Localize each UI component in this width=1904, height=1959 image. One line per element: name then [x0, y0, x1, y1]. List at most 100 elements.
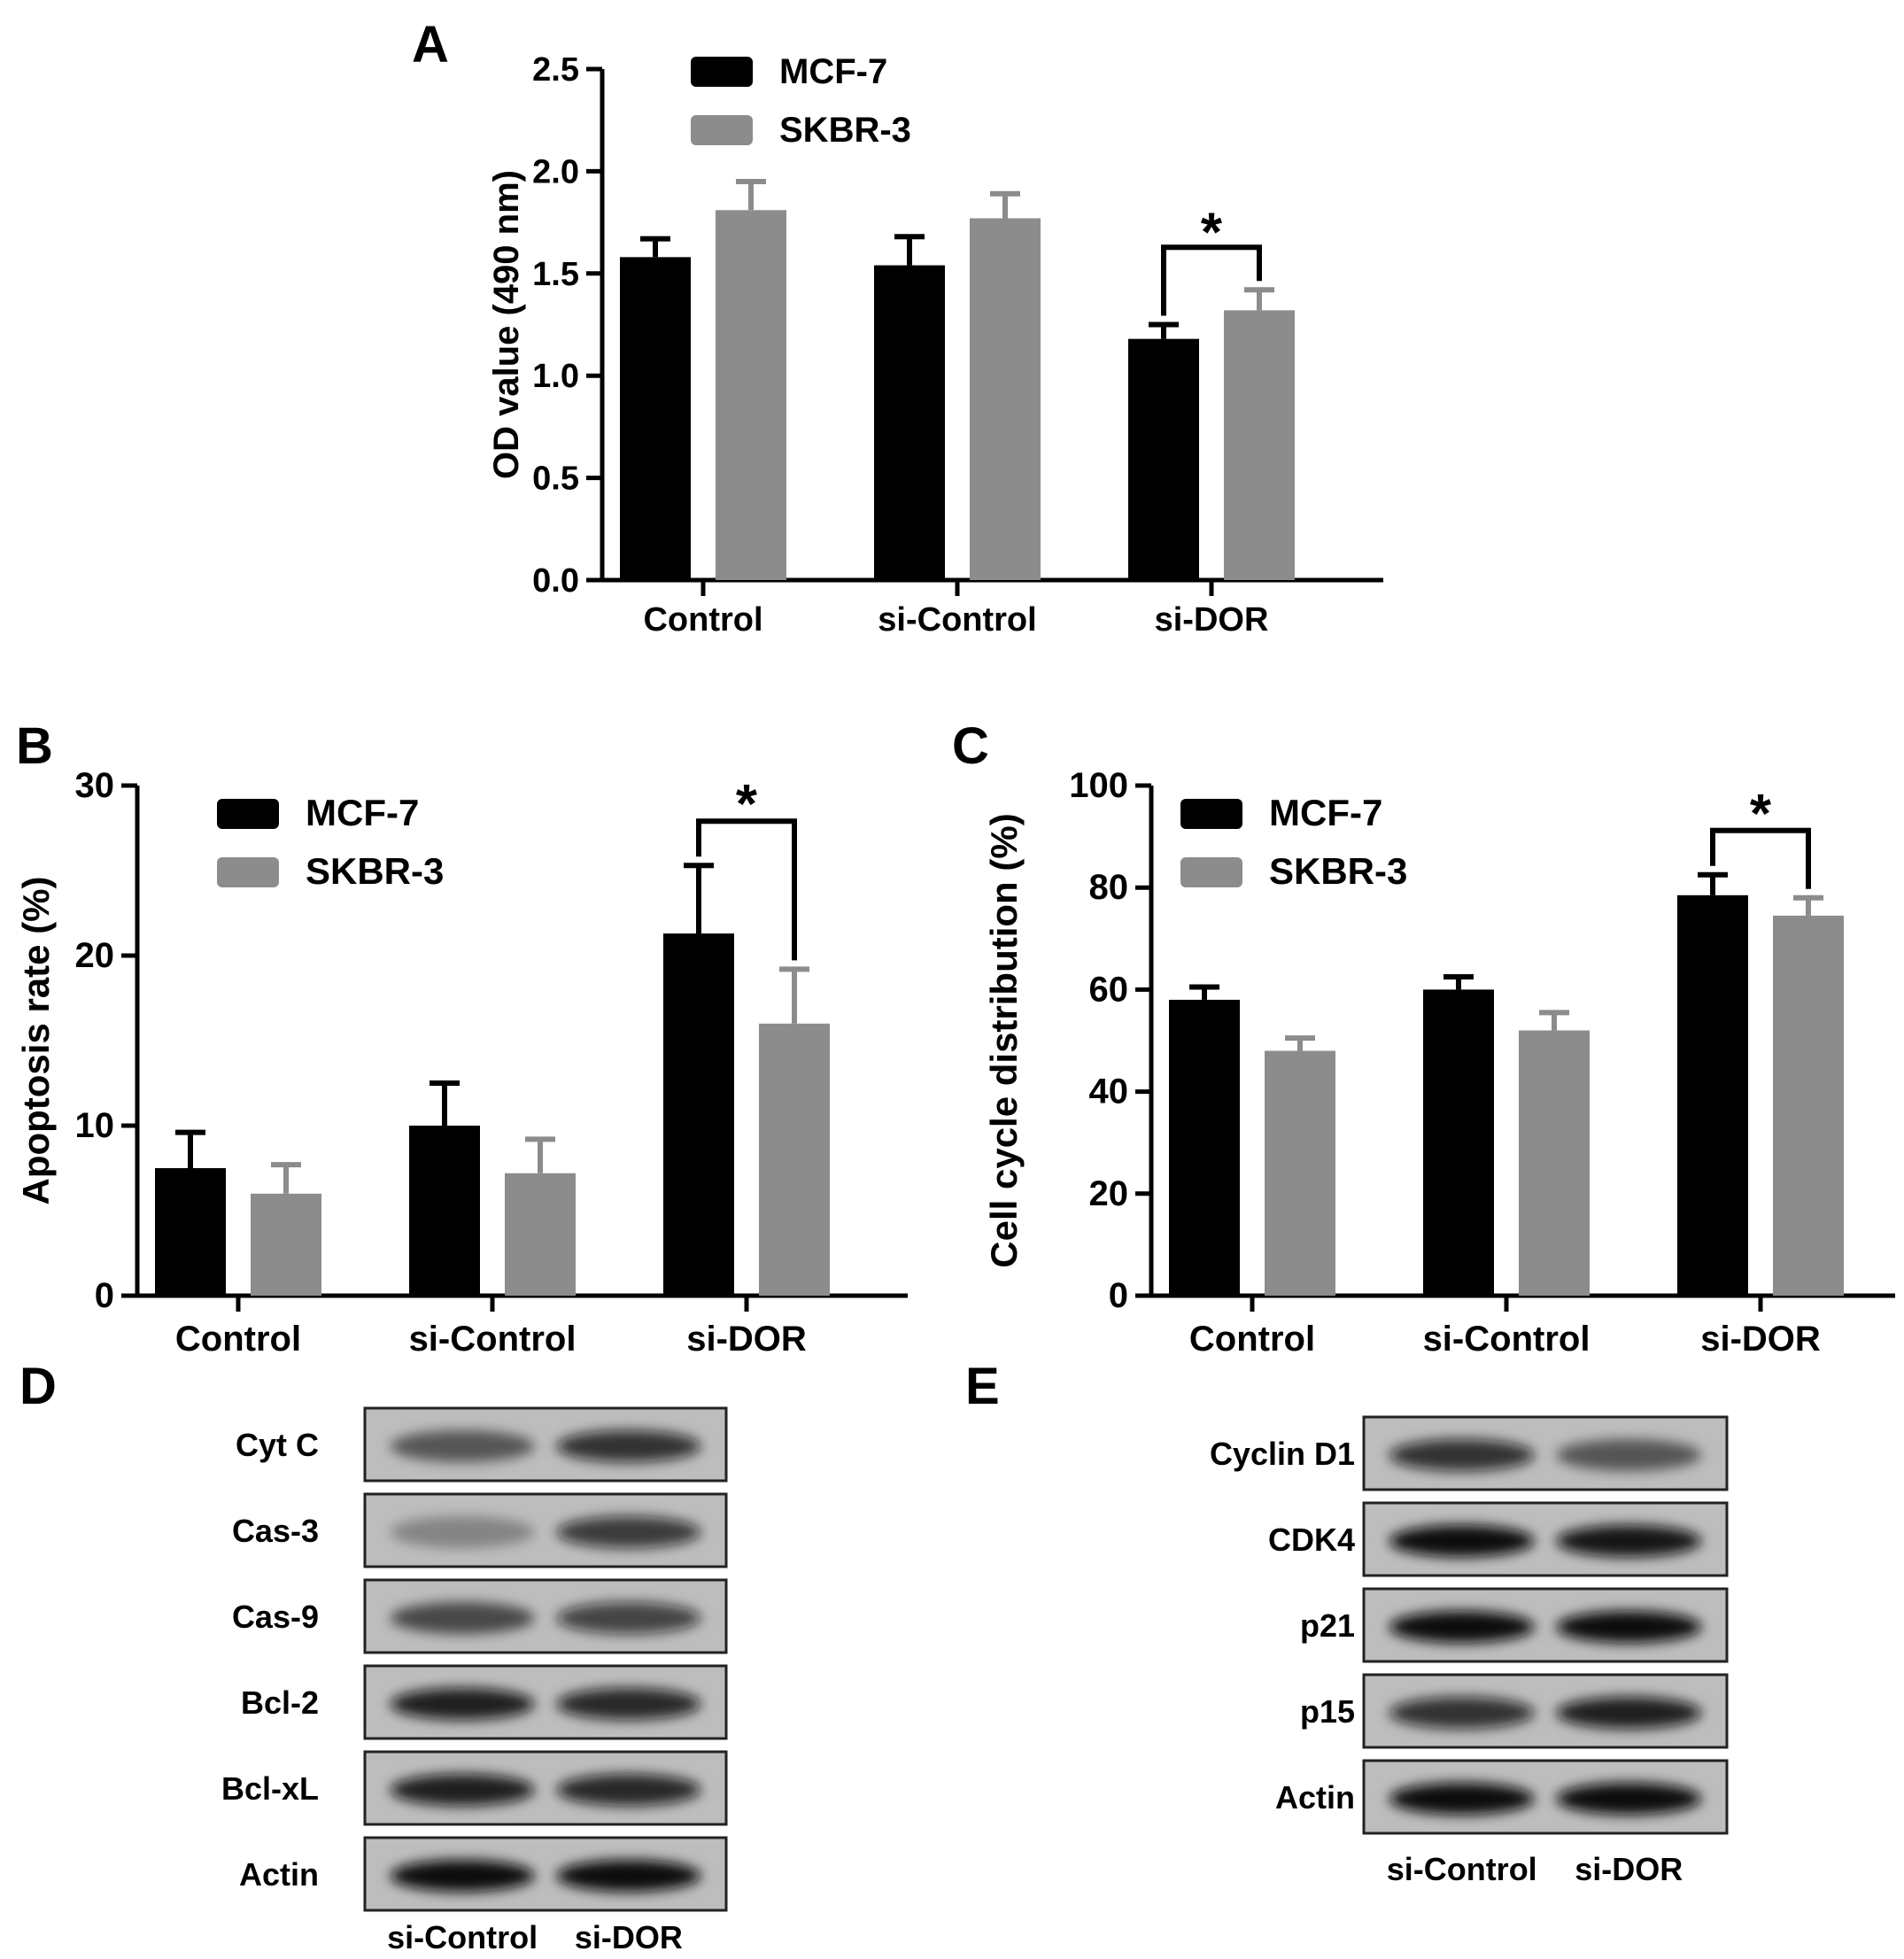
- y-tick-label: 2.5: [532, 51, 579, 89]
- y-axis-label: Apoptosis rate (%): [15, 876, 57, 1204]
- y-tick-label: 40: [1089, 1072, 1129, 1111]
- bar-mcf-7-control: [1169, 999, 1240, 1296]
- legend-label-mcf-7: MCF-7: [1269, 792, 1382, 833]
- significance-bracket: [1161, 244, 1262, 316]
- blot-band: [556, 1601, 701, 1635]
- y-tick-label: 0: [1109, 1276, 1128, 1315]
- legend-swatch-mcf-7: [1180, 799, 1242, 829]
- legend-swatch-skbr-3: [691, 115, 753, 145]
- blot-row-label: Cyclin D1: [1210, 1436, 1355, 1472]
- blot-band: [556, 1515, 701, 1549]
- blot-row-label: Actin: [239, 1856, 319, 1893]
- blot-lane-label: si-DOR: [575, 1919, 683, 1955]
- bar-skbr-3-si-dor: [759, 1023, 830, 1296]
- blot-band: [390, 1429, 535, 1463]
- blot-band: [1556, 1782, 1702, 1816]
- blot-band: [556, 1687, 701, 1721]
- bar-skbr-3-si-control: [970, 218, 1041, 580]
- x-tick-label: si-DOR: [1700, 1320, 1821, 1359]
- legend-swatch-mcf-7: [691, 57, 753, 87]
- blot-band: [1389, 1438, 1535, 1472]
- significance-star: *: [1750, 784, 1772, 845]
- bar-mcf-7-si-dor: [663, 933, 734, 1296]
- chart-b: 0 10 20 30 Apoptosis rate (%) Control si-Contr…: [15, 766, 908, 1359]
- y-tick-label: 10: [75, 1106, 115, 1145]
- bar-skbr-3-control: [716, 210, 786, 580]
- bar-mcf-7-si-control: [409, 1126, 480, 1296]
- blot-row-label: Bcl-2: [241, 1684, 319, 1721]
- blot-band: [1556, 1438, 1702, 1472]
- blot-band: [390, 1601, 535, 1635]
- x-tick-label: si-Control: [1423, 1320, 1591, 1359]
- legend-label-skbr-3: SKBR-3: [779, 111, 911, 150]
- panel-letter-a: A: [412, 16, 449, 74]
- significance-star: *: [1201, 202, 1223, 263]
- x-tick-label: Control: [1189, 1320, 1315, 1359]
- blot-band: [390, 1859, 535, 1893]
- y-tick-label: 2.0: [532, 153, 579, 190]
- blot-d: Cyt C Cas-3 Cas-9 Bcl-2 Bcl-xL Actin si-Contro…: [221, 1406, 728, 1955]
- y-tick-label: 100: [1069, 766, 1128, 805]
- x-tick-label: Control: [175, 1320, 301, 1359]
- blot-band: [556, 1859, 701, 1893]
- y-tick-label: 60: [1089, 970, 1129, 1009]
- x-tick-label: si-Control: [409, 1320, 577, 1359]
- legend-label-skbr-3: SKBR-3: [1269, 850, 1407, 892]
- x-tick-label: Control: [643, 601, 762, 639]
- blot-band: [556, 1429, 701, 1463]
- blot-row-label: p15: [1300, 1693, 1355, 1730]
- bar-skbr-3-si-control: [1519, 1030, 1590, 1296]
- y-tick-label: 80: [1089, 868, 1129, 907]
- y-tick-label: 0.5: [532, 461, 579, 498]
- legend-swatch-skbr-3: [1180, 857, 1242, 887]
- x-tick-label: si-DOR: [686, 1320, 807, 1359]
- blot-band: [390, 1687, 535, 1721]
- bar-mcf-7-si-dor: [1128, 338, 1199, 580]
- blot-row-label: CDK4: [1268, 1522, 1355, 1558]
- y-axis-label: Cell cycle distribution (%): [983, 813, 1025, 1267]
- bar-mcf-7-control: [155, 1168, 226, 1296]
- blot-band: [390, 1515, 535, 1549]
- blot-band: [390, 1773, 535, 1807]
- bar-skbr-3-si-control: [505, 1173, 576, 1296]
- bar-mcf-7-si-control: [874, 265, 945, 580]
- significance-star: *: [736, 774, 758, 835]
- blot-band: [1389, 1610, 1535, 1644]
- y-axis-label: OD value (490 nm): [487, 170, 526, 479]
- blot-band: [1556, 1696, 1702, 1730]
- blot-band: [1389, 1782, 1535, 1816]
- blot-row-label: p21: [1300, 1607, 1355, 1644]
- blot-lane-label: si-Control: [1387, 1851, 1537, 1887]
- legend-label-mcf-7: MCF-7: [779, 52, 887, 91]
- bar-skbr-3-si-dor: [1773, 915, 1844, 1296]
- blot-row-label: Cas-9: [232, 1599, 319, 1635]
- bar-skbr-3-si-dor: [1224, 310, 1295, 580]
- legend-swatch-mcf-7: [217, 799, 279, 829]
- blot-row-label: Cas-3: [232, 1513, 319, 1549]
- bar-mcf-7-control: [620, 257, 691, 580]
- panel-letters: A B C D E: [16, 16, 1000, 1415]
- y-tick-label: 0.0: [532, 562, 579, 600]
- legend-label-skbr-3: SKBR-3: [306, 850, 444, 892]
- bar-skbr-3-control: [251, 1193, 321, 1296]
- y-tick-label: 1.5: [532, 256, 579, 293]
- chart-c: 0 20 40 60 80 100 Cell cycle distribution (%) C…: [983, 766, 1895, 1359]
- y-tick-label: 30: [75, 766, 115, 805]
- panel-letter-d: D: [19, 1358, 57, 1415]
- bar-mcf-7-si-dor: [1677, 894, 1748, 1296]
- bar-skbr-3-control: [1265, 1050, 1335, 1296]
- blot-band: [1389, 1524, 1535, 1558]
- bar-mcf-7-si-control: [1423, 989, 1494, 1296]
- chart-a: 0.0 0.5 1.0 1.5 2.0 2.5 OD value (490 nm) Contr…: [487, 51, 1383, 639]
- x-tick-label: si-DOR: [1155, 601, 1269, 639]
- y-tick-label: 1.0: [532, 358, 579, 395]
- blot-band: [1556, 1610, 1702, 1644]
- legend-swatch-skbr-3: [217, 857, 279, 887]
- blot-band: [1556, 1524, 1702, 1558]
- x-tick-label: si-Control: [878, 601, 1036, 639]
- significance-bracket: [1710, 827, 1811, 889]
- panel-letter-c: C: [952, 717, 989, 775]
- panel-letter-b: B: [16, 717, 53, 775]
- blot-row-label: Cyt C: [236, 1427, 319, 1463]
